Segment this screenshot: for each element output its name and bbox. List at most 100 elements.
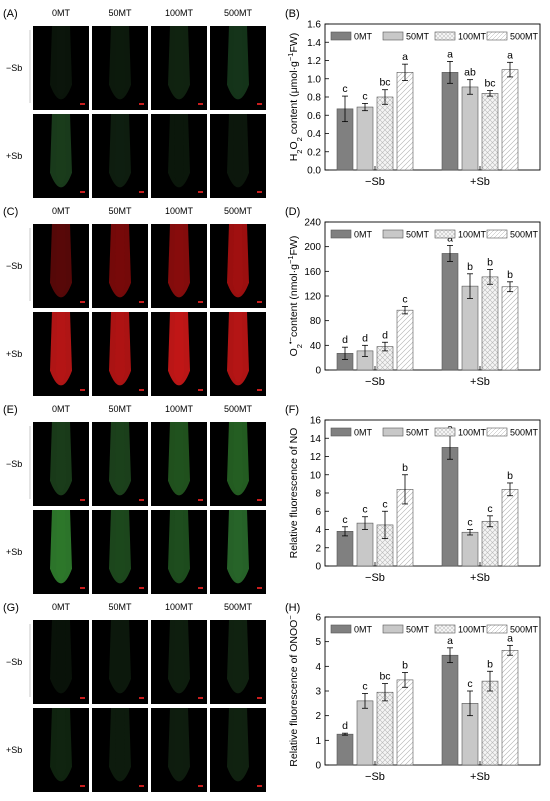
micro-col-label: 50MT: [108, 602, 132, 612]
legend-swatch: [434, 427, 456, 437]
scale-bar: [139, 499, 144, 501]
root-core: [174, 708, 184, 779]
panel-label: (E): [3, 404, 18, 416]
micro-col-label: 100MT: [165, 8, 194, 18]
root-core: [115, 620, 125, 691]
root-core: [115, 708, 125, 779]
root-core: [56, 26, 66, 97]
bar: [481, 93, 499, 171]
y-tick-label: 1.6: [307, 20, 321, 31]
panel-label: (C): [3, 206, 18, 218]
root-core: [174, 312, 184, 383]
scale-bar: [257, 301, 262, 303]
bar: [501, 489, 519, 567]
legend-swatch: [434, 624, 456, 634]
legend-swatch: [434, 31, 456, 41]
bar: [336, 531, 354, 567]
bar: [376, 96, 394, 171]
micro-row-label: −Sb: [6, 459, 22, 469]
significance-letter: a: [447, 48, 453, 60]
legend-swatch: [486, 31, 508, 41]
bar: [441, 654, 459, 766]
scale-bar: [257, 191, 262, 193]
significance-letter: c: [362, 90, 367, 102]
root-core: [174, 422, 184, 493]
significance-letter: c: [402, 293, 407, 305]
bar: [481, 680, 499, 766]
y-axis-label: O2•−content (nmol·g−1FW): [286, 236, 304, 357]
significance-letter: b: [467, 261, 473, 273]
bar: [501, 649, 519, 766]
legend-swatch: [382, 229, 404, 239]
micro-col-label: 500MT: [224, 602, 253, 612]
root-core: [56, 114, 66, 185]
root-core: [174, 114, 184, 185]
legend-swatch: [330, 427, 352, 437]
legend-label: 500MT: [510, 625, 539, 635]
micro-row-label: +Sb: [6, 745, 22, 755]
legend-swatch: [382, 624, 404, 634]
significance-letter: ab: [464, 67, 476, 79]
root-core: [174, 510, 184, 581]
bar: [501, 69, 519, 171]
bar: [356, 106, 374, 171]
scale-bar: [139, 191, 144, 193]
micro-row-label: +Sb: [6, 151, 22, 161]
scale-bar: [198, 301, 203, 303]
bar: [376, 691, 394, 766]
root-core: [174, 26, 184, 97]
y-tick-label: 200: [304, 242, 321, 253]
bar: [396, 309, 414, 371]
y-tick-label: 0.4: [307, 129, 321, 140]
scale-bar: [139, 697, 144, 699]
y-tick-label: 12: [310, 452, 322, 463]
scale-bar: [80, 191, 85, 193]
y-tick-label: 0.0: [307, 166, 321, 177]
root-core: [56, 620, 66, 691]
y-tick-label: 6: [315, 613, 321, 624]
scale-bar: [198, 697, 203, 699]
scale-bar: [198, 587, 203, 589]
micro-row-label: +Sb: [6, 547, 22, 557]
root-core: [56, 422, 66, 493]
significance-letter: d: [342, 334, 348, 346]
scale-bar: [257, 499, 262, 501]
y-tick-label: 2: [315, 711, 321, 722]
root-core: [115, 510, 125, 581]
scale-bar: [139, 389, 144, 391]
micro-row-label: −Sb: [6, 63, 22, 73]
y-tick-label: 80: [310, 316, 322, 327]
y-axis-label: H2O2 content (μmol·g−1FW): [286, 33, 304, 162]
root-core: [115, 224, 125, 295]
significance-letter: d: [362, 332, 368, 344]
micro-col-label: 500MT: [224, 404, 253, 414]
significance-letter: a: [507, 632, 513, 644]
root-core: [233, 422, 243, 493]
y-tick-label: 16: [310, 416, 322, 427]
legend-label: 0MT: [354, 230, 373, 240]
significance-letter: a: [507, 49, 513, 61]
legend-swatch: [486, 427, 508, 437]
bar: [396, 679, 414, 766]
root-core: [115, 422, 125, 493]
x-tick-label: −Sb: [365, 771, 385, 783]
y-tick-label: 240: [304, 218, 321, 229]
root-core: [174, 224, 184, 295]
legend-label: 50MT: [406, 32, 430, 42]
bar: [441, 253, 459, 371]
scale-bar: [257, 697, 262, 699]
micro-panel-1: (A) 0MT 50MT 100MT 500MT −Sb +Sb: [3, 8, 266, 198]
significance-letter: b: [487, 256, 493, 268]
scale-bar: [80, 389, 85, 391]
significance-letter: b: [507, 269, 513, 281]
scale-bar: [198, 389, 203, 391]
y-tick-label: 1.2: [307, 56, 321, 67]
scale-bar: [257, 103, 262, 105]
scale-bar: [198, 785, 203, 787]
significance-letter: b: [487, 658, 493, 670]
legend-swatch: [330, 31, 352, 41]
significance-letter: bc: [379, 671, 390, 683]
y-tick-label: 0.8: [307, 93, 321, 104]
x-tick-label: −Sb: [365, 376, 385, 388]
